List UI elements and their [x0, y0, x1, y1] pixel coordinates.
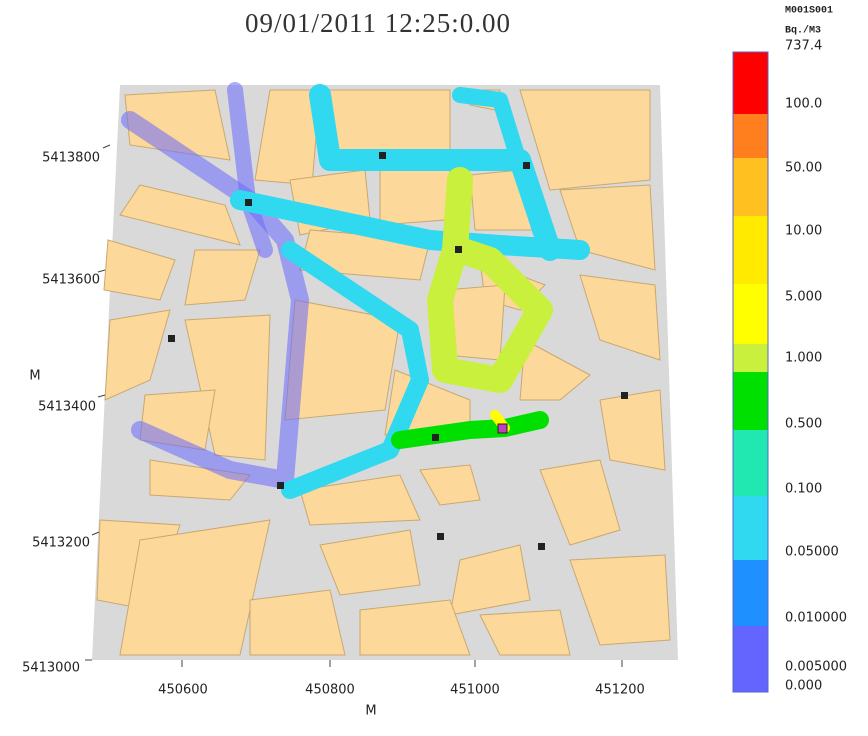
legend-level: 5.000: [785, 290, 822, 305]
legend-level: 0.000: [785, 679, 822, 694]
y-tick-label: 5413800: [42, 151, 100, 166]
y-tick-label: 5413200: [32, 536, 90, 551]
x-axis-label: M: [365, 704, 376, 719]
legend-level: 0.005000: [785, 660, 847, 675]
legend-level: 10.00: [785, 224, 822, 239]
legend-level: 50.00: [785, 161, 822, 176]
tick-marks: [85, 144, 623, 667]
legend-level: 0.100: [785, 482, 822, 497]
buildings: [96, 89, 671, 656]
sensors: [168, 152, 628, 550]
legend-level: 100.0: [785, 97, 822, 112]
x-tick-label: 451200: [595, 683, 645, 698]
y-tick-label: 5413000: [22, 661, 80, 676]
legend-level: 737.4: [785, 39, 822, 54]
x-tick-label: 451000: [450, 683, 500, 698]
x-tick-label: 450800: [305, 683, 355, 698]
legend-level: 0.010000: [785, 611, 847, 626]
y-tick-label: 5413400: [38, 400, 96, 415]
legend-level: 0.05000: [785, 545, 839, 560]
legend-level: 0.500: [785, 417, 822, 432]
x-tick-label: 450600: [158, 683, 208, 698]
legend-unit: Bq./M3: [785, 25, 821, 37]
legend: M001S001 Bq./M3 737.4 100.0 50.00 10.00 …: [732, 6, 847, 694]
y-axis-label: M: [29, 369, 40, 384]
legend-level: 1.000: [785, 351, 822, 366]
y-axis: 5413800 5413600 M 5413400 5413200 541300…: [22, 151, 100, 676]
legend-variable: M001S001: [785, 6, 833, 17]
title: 09/01/2011 12:25:0.00: [245, 8, 511, 38]
map: [92, 82, 678, 660]
x-axis: 450600 450800 451000 451200 M: [158, 683, 645, 719]
y-tick-label: 5413600: [42, 273, 100, 288]
